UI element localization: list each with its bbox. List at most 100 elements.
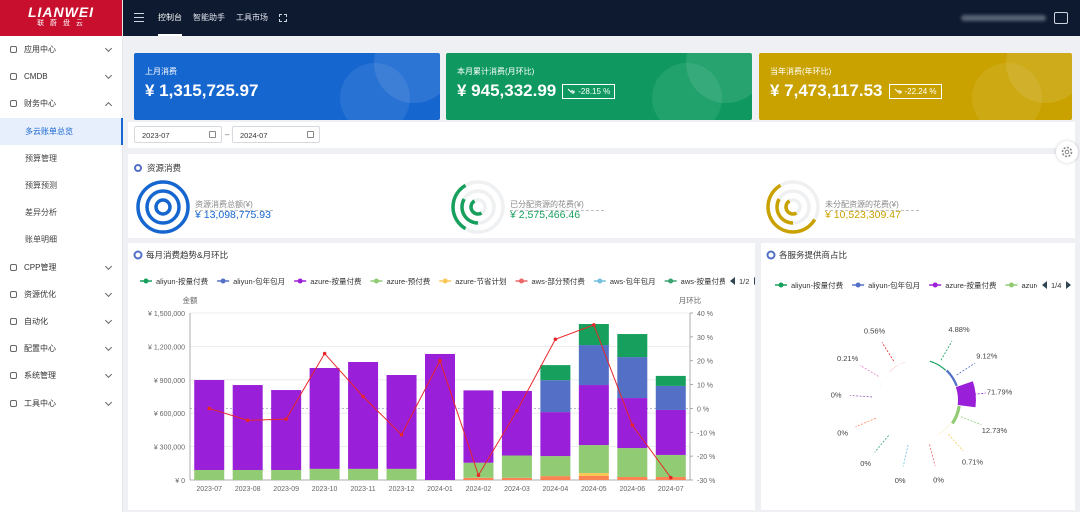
bar-segment: [309, 468, 340, 480]
menu-toggle[interactable]: [134, 13, 144, 22]
x-tick-label: 2024-02: [466, 486, 492, 493]
pie-slice: [929, 360, 947, 371]
submenu-item[interactable]: 多云账单总览: [0, 117, 123, 145]
legend-prev[interactable]: [1042, 281, 1047, 289]
menu-item[interactable]: 工具中心: [0, 390, 123, 417]
label-leader: [929, 444, 936, 466]
bar-segment: [386, 468, 417, 480]
y-tick-label: ¥ 900,000: [154, 378, 185, 385]
pie-slice: [878, 407, 886, 424]
ring-arc: [469, 199, 483, 216]
menu-item[interactable]: CMDB: [0, 63, 123, 90]
pie-slice: [886, 424, 901, 436]
legend-label: aliyun-按量付费: [791, 280, 844, 290]
menu-item[interactable]: 系统管理: [0, 362, 123, 389]
user-icon[interactable]: [1054, 12, 1068, 24]
card-title: 上月消费: [145, 67, 177, 76]
ring: [145, 189, 181, 225]
y-tick-label: ¥ 1,500,000: [148, 311, 185, 318]
submenu-item[interactable]: 差异分析: [0, 199, 123, 226]
pie-slice: [889, 362, 905, 372]
menu-item[interactable]: 财务中心: [0, 90, 123, 117]
gear-icon: [1061, 146, 1073, 158]
x-tick-label: 2023-11: [350, 486, 375, 493]
fullscreen-icon[interactable]: [279, 14, 287, 22]
x-tick-label: 2023-08: [235, 486, 261, 493]
slice-label: 0%: [860, 459, 871, 468]
user-name[interactable]: [961, 15, 1046, 21]
slice-label: 0.71%: [962, 457, 984, 466]
stat-card: 当年消费(年环比) ¥ 7,473,117.53 -22.24 %: [759, 53, 1072, 120]
tabs: 控制台 智能助手 工具市场: [158, 0, 298, 36]
arrow-path: [567, 88, 575, 94]
tab[interactable]: 智能助手: [193, 13, 225, 22]
topbar: 控制台 智能助手 工具市场: [123, 0, 1080, 36]
label-leader: [881, 342, 894, 362]
bar-segment: [578, 385, 609, 446]
resource-label: 资源消费总额(¥): [195, 199, 273, 211]
tab[interactable]: 控制台: [158, 0, 182, 36]
card-value: ¥ 7,473,117.53: [770, 81, 883, 100]
resource-panel: 资源消费 资源消费总额(¥) ¥ 13,098,775.93 已分配资源的花费(¥)…: [128, 154, 1075, 238]
ring-arc: [766, 183, 817, 234]
ratio-point: [476, 473, 481, 478]
chevron: [104, 316, 113, 325]
card-value-row: ¥ 945,332.99 -28.15 %: [457, 81, 616, 101]
ring-arc: [775, 198, 794, 225]
ring-arc: [451, 183, 467, 231]
menu-icon: [10, 345, 17, 353]
menu-item[interactable]: CPP管理: [0, 254, 123, 281]
bar-segment: [578, 445, 609, 473]
slice-label: 0.56%: [864, 326, 886, 335]
slice-label: 4.88%: [948, 325, 970, 334]
end-date[interactable]: 2024-07: [232, 126, 320, 143]
slice-label: 9.12%: [976, 351, 998, 360]
settings-button[interactable]: [1056, 141, 1078, 163]
menu-icon: [10, 290, 17, 298]
label-leader: [874, 435, 889, 453]
bar-segment: [540, 412, 571, 457]
chevron: [104, 344, 113, 352]
bar-segment: [578, 472, 609, 476]
submenu-item[interactable]: 预算预测: [0, 172, 123, 199]
title-text: 资源消费: [147, 163, 182, 173]
menu-item[interactable]: 自动化: [0, 308, 123, 335]
bar-segment: [655, 454, 686, 477]
legend-next[interactable]: [754, 277, 755, 285]
chevron: [104, 72, 113, 80]
menu-item[interactable]: 资源优化: [0, 281, 123, 308]
y-tick-label: ¥ 1,200,000: [148, 344, 185, 351]
legend-next[interactable]: [1066, 281, 1071, 289]
pie-slice: [955, 381, 976, 408]
legend-marker: [220, 278, 226, 284]
title-icon: [134, 164, 142, 172]
legend-marker: [442, 278, 448, 284]
start-date[interactable]: 2023-07: [134, 126, 222, 143]
pie-slice: [919, 435, 937, 440]
legend-prev[interactable]: [730, 277, 735, 285]
bar-segment: [501, 390, 532, 456]
tab[interactable]: 工具市场: [236, 13, 268, 22]
ratio-point: [322, 351, 327, 356]
calendar-icon: [307, 131, 314, 138]
bar-segment: [463, 462, 494, 478]
card-change: -22.24 %: [888, 83, 942, 99]
legend-marker: [855, 282, 861, 288]
menu-item[interactable]: 配置中心: [0, 335, 123, 362]
legend-page: 1/2: [739, 277, 749, 286]
legend-label: aliyun-按量付费: [156, 276, 209, 286]
pie-slice: [937, 423, 951, 436]
bar-segment: [578, 324, 609, 346]
calendar-icon: [209, 131, 216, 138]
resource-icon: [451, 180, 505, 234]
menu-item[interactable]: 应用中心: [0, 36, 123, 63]
ratio-point: [592, 323, 596, 327]
x-tick-label: 2023-10: [312, 486, 338, 493]
submenu-item[interactable]: 预算管理: [0, 145, 123, 172]
card-value-row: ¥ 7,473,117.53 -22.24 %: [770, 81, 942, 101]
logo[interactable]: LIANWEI 联 蔚 盘 云: [0, 0, 122, 36]
y2-axis-title: 月环比: [679, 295, 702, 305]
submenu-item[interactable]: 账单明细: [0, 226, 123, 253]
card-title: 本月累计消费(月环比): [457, 67, 535, 76]
